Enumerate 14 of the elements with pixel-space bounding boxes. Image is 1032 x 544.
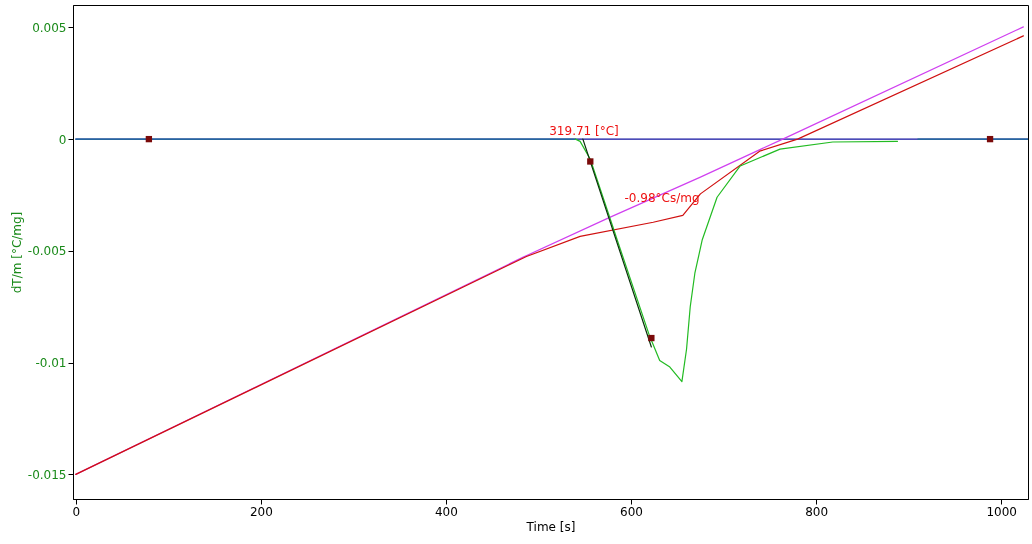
x-tick-label: 200	[249, 504, 273, 519]
y-tick-label: -0.01	[35, 356, 67, 371]
annotation: 319.71 [°C]	[549, 124, 619, 138]
y-tick-label: -0.005	[27, 244, 67, 259]
x-axis-title: Time [s]	[525, 519, 576, 534]
y-tick-label: 0	[58, 132, 67, 147]
x-tick-label: 800	[805, 504, 829, 519]
y-tick-label: 0.005	[32, 20, 67, 35]
y-axis-title: dT/m [°C/mg]	[9, 211, 24, 294]
x-tick-label: 0	[72, 504, 81, 519]
x-tick-label: 1000	[986, 504, 1017, 519]
x-tick-label: 400	[434, 504, 458, 519]
x-tick-label: 600	[620, 504, 643, 519]
y-tick-label: -0.015	[27, 467, 67, 482]
